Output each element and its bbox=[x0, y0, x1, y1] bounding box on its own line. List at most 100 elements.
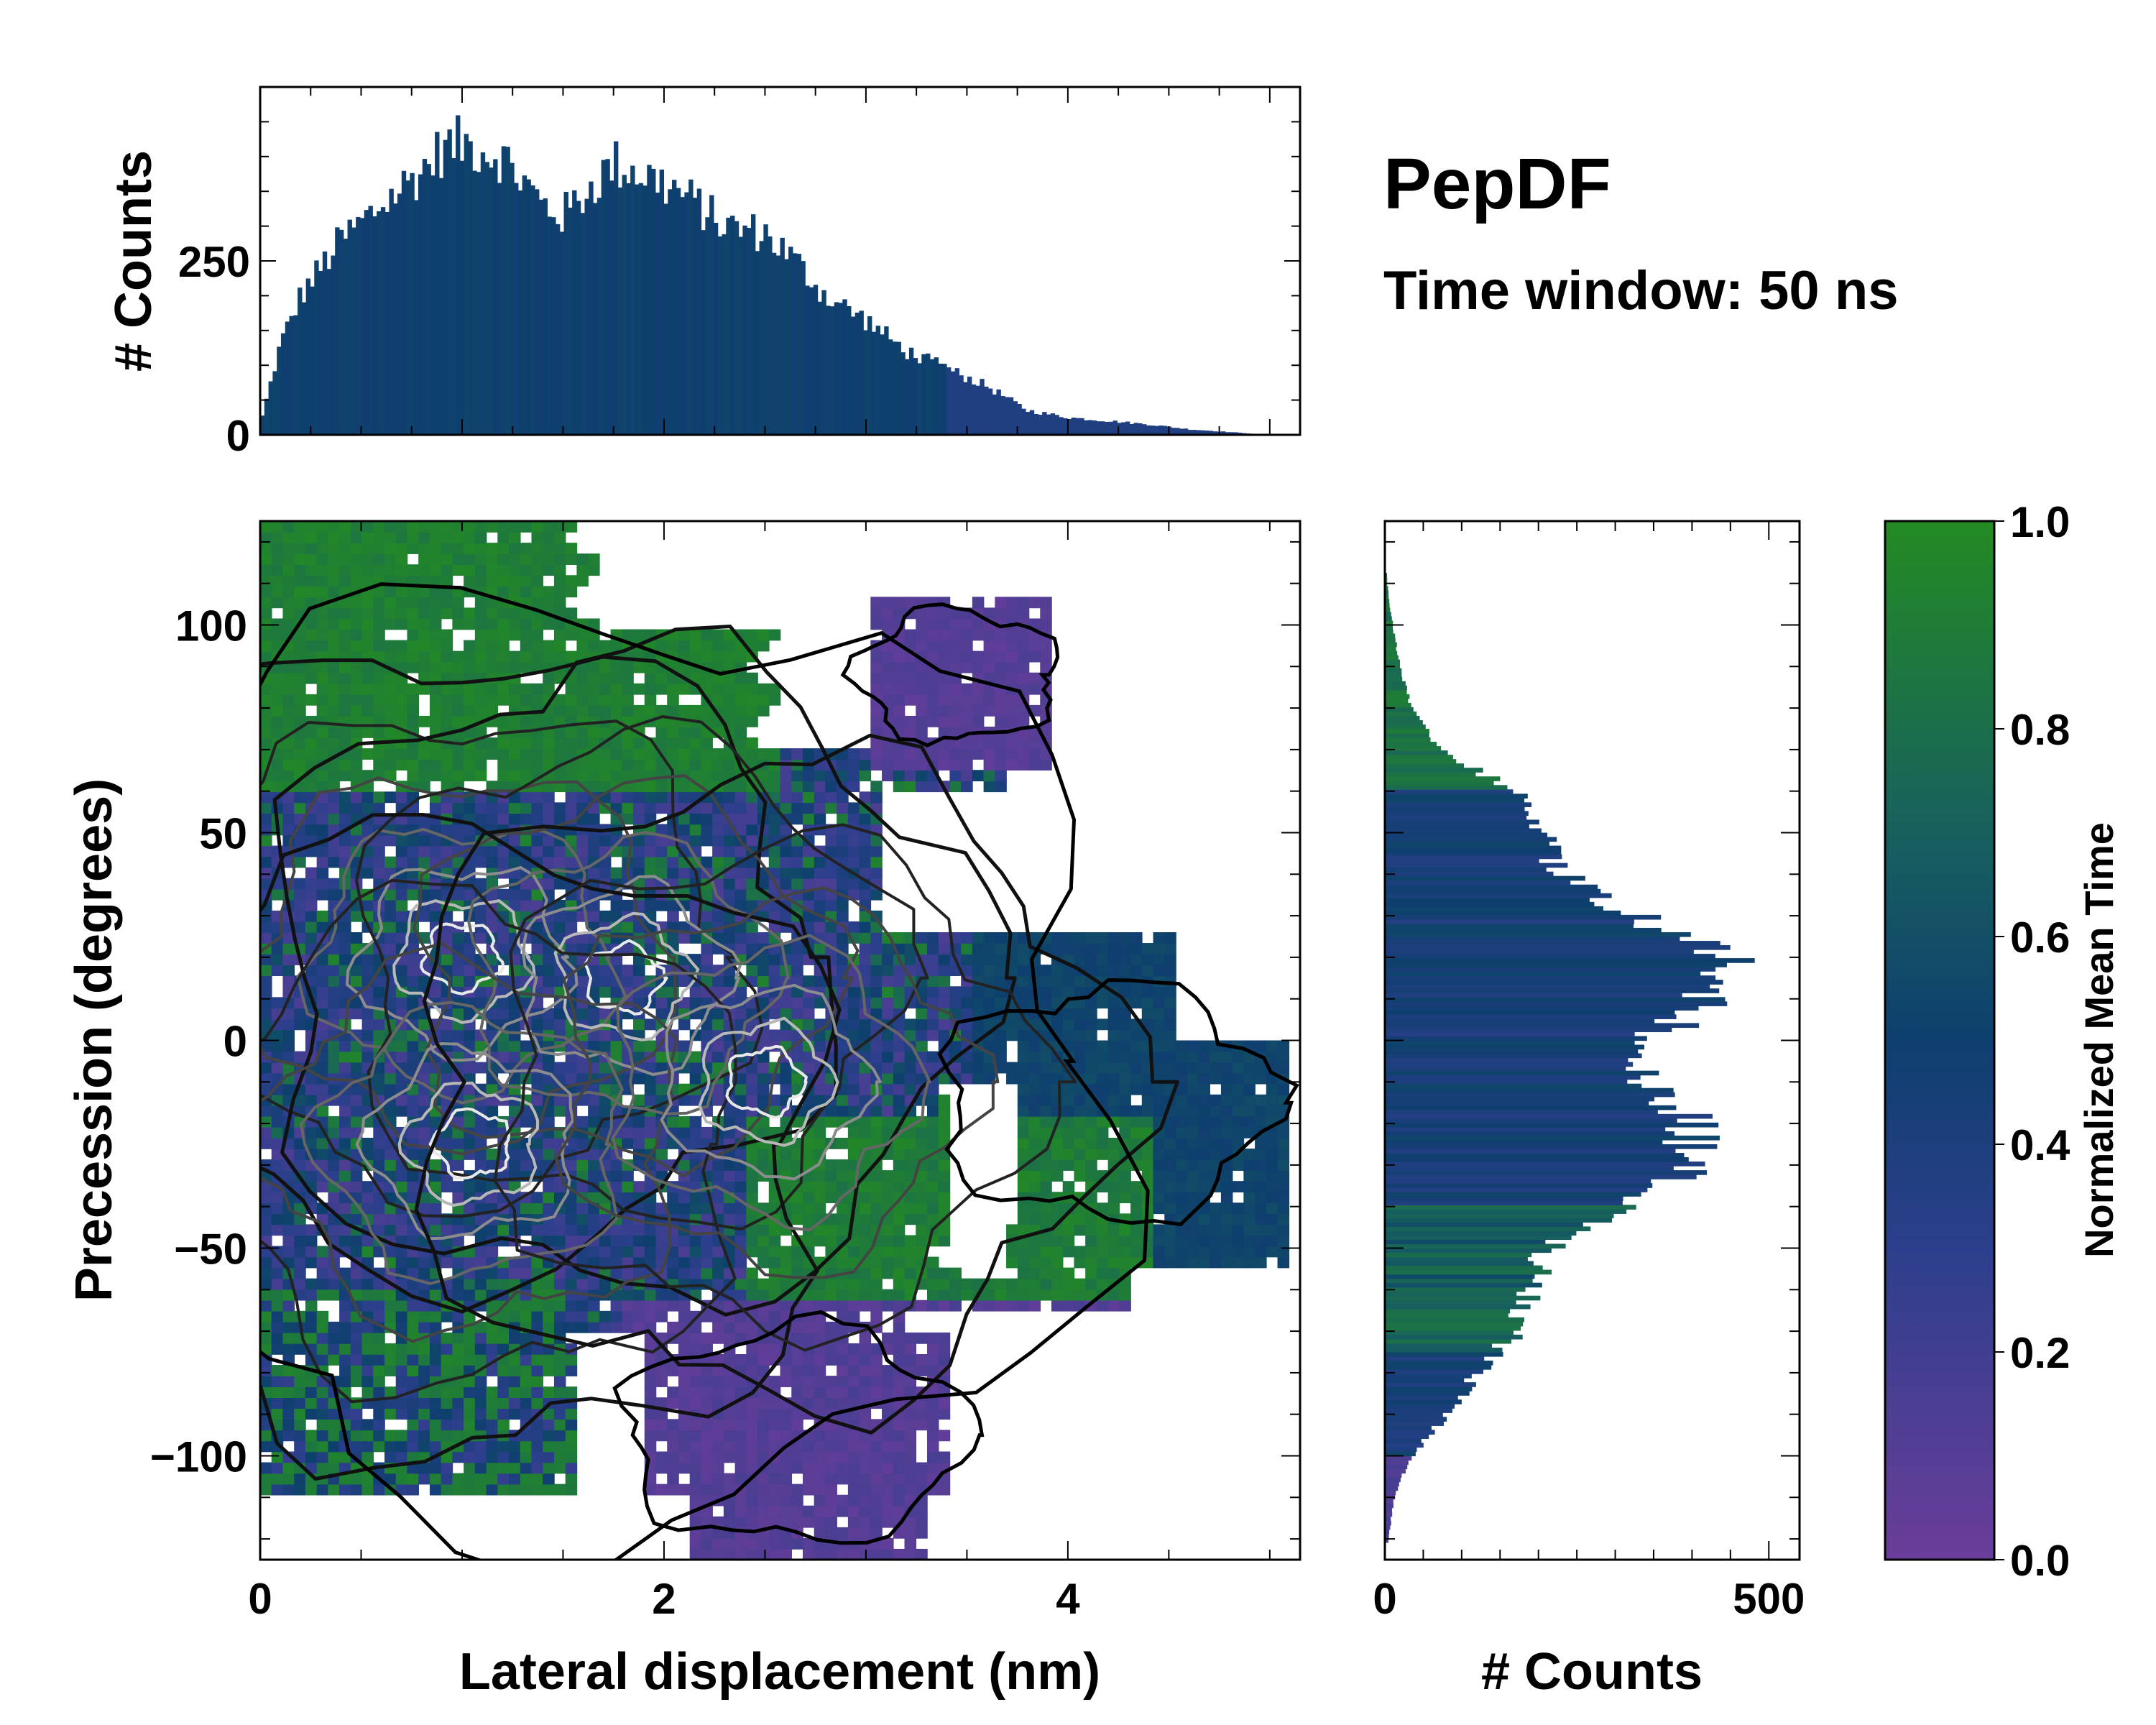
heatmap-cell bbox=[588, 1040, 600, 1052]
heatmap-cell bbox=[825, 781, 837, 793]
heatmap-cell bbox=[520, 1408, 533, 1420]
heatmap-cell bbox=[452, 1137, 464, 1149]
heatmap-cell bbox=[926, 1267, 939, 1279]
heatmap-cell bbox=[757, 1343, 770, 1355]
heatmap-cell bbox=[429, 1430, 442, 1442]
heatmap-cell bbox=[305, 586, 318, 598]
heatmap-cell bbox=[339, 1202, 351, 1215]
heatmap-cell bbox=[520, 1224, 533, 1236]
heatmap-cell bbox=[429, 553, 442, 566]
heatmap-cell bbox=[847, 1072, 860, 1085]
heatmap-cell bbox=[633, 1224, 645, 1236]
heatmap-cell bbox=[768, 1440, 781, 1453]
heatmap-cell bbox=[384, 888, 397, 901]
heatmap-cell bbox=[916, 1300, 928, 1312]
heatmap-cell bbox=[655, 1397, 668, 1409]
heatmap-cell bbox=[622, 629, 634, 641]
heatmap-cell bbox=[271, 1376, 284, 1387]
heatmap-cell bbox=[655, 737, 668, 749]
heatmap-cell bbox=[305, 965, 318, 976]
heatmap-cell bbox=[802, 1300, 815, 1312]
top-histogram-bar bbox=[293, 315, 298, 435]
heatmap-cell bbox=[678, 726, 691, 738]
heatmap-cell bbox=[802, 1332, 815, 1344]
heatmap-cell bbox=[644, 759, 657, 770]
heatmap-cell bbox=[509, 1105, 521, 1117]
heatmap-cell bbox=[497, 1310, 510, 1322]
heatmap-cell bbox=[780, 1430, 793, 1442]
top-histogram-bar bbox=[530, 185, 535, 435]
top-histogram-bar bbox=[268, 381, 273, 435]
heatmap-cell bbox=[565, 1062, 578, 1074]
heatmap-cell bbox=[712, 1267, 724, 1279]
heatmap-cell bbox=[689, 1094, 702, 1106]
heatmap-cell bbox=[407, 1126, 419, 1138]
heatmap-cell bbox=[316, 770, 329, 782]
heatmap-cell bbox=[316, 1267, 329, 1279]
heatmap-cell bbox=[474, 618, 487, 630]
heatmap-cell bbox=[316, 1430, 329, 1442]
heatmap-cell bbox=[622, 1267, 634, 1279]
heatmap-cell bbox=[384, 1289, 397, 1301]
heatmap-cell bbox=[768, 694, 781, 706]
heatmap-cell bbox=[316, 1105, 329, 1117]
heatmap-cell bbox=[576, 943, 589, 954]
heatmap-cell bbox=[825, 1321, 837, 1333]
heatmap-cell bbox=[418, 1300, 430, 1312]
heatmap-cell bbox=[746, 1484, 758, 1496]
heatmap-cell bbox=[260, 1365, 272, 1376]
heatmap-cell bbox=[429, 770, 442, 782]
heatmap-cell bbox=[746, 683, 758, 695]
heatmap-cell bbox=[531, 1462, 544, 1474]
heatmap-cell bbox=[588, 1094, 600, 1106]
heatmap-cell bbox=[497, 1408, 510, 1420]
heatmap-cell bbox=[328, 1484, 340, 1496]
heatmap-cell bbox=[893, 1224, 906, 1236]
heatmap-cell bbox=[486, 704, 499, 717]
top-histogram-bar bbox=[688, 179, 694, 435]
heatmap-cell bbox=[361, 1181, 374, 1193]
heatmap-cell bbox=[734, 1386, 747, 1399]
heatmap-cell bbox=[870, 1105, 883, 1117]
heatmap-cell bbox=[859, 1516, 872, 1528]
heatmap-cell bbox=[847, 1343, 860, 1355]
heatmap-cell bbox=[464, 1072, 476, 1085]
heatmap-cell bbox=[814, 1397, 826, 1409]
heatmap-cell bbox=[543, 1300, 555, 1312]
heatmap-cell bbox=[565, 543, 578, 554]
heatmap-cell bbox=[441, 575, 453, 587]
heatmap-cell bbox=[565, 683, 578, 695]
heatmap-cell bbox=[418, 1126, 430, 1138]
heatmap-cell bbox=[294, 672, 306, 684]
heatmap-cell bbox=[373, 543, 385, 554]
heatmap-cell bbox=[305, 910, 318, 922]
heatmap-cell bbox=[486, 1473, 499, 1485]
heatmap-cell bbox=[553, 1094, 566, 1106]
top-histogram-bar bbox=[335, 227, 340, 435]
heatmap-cell bbox=[260, 704, 272, 717]
heatmap-cell bbox=[847, 1137, 860, 1149]
heatmap-cell bbox=[576, 1008, 589, 1020]
heatmap-cell bbox=[757, 770, 770, 782]
heatmap-cell bbox=[837, 1137, 849, 1149]
heatmap-cell bbox=[859, 1159, 872, 1171]
heatmap-cell bbox=[814, 1365, 826, 1376]
heatmap-cell bbox=[407, 1310, 419, 1322]
heatmap-cell bbox=[859, 1072, 872, 1085]
heatmap-cell bbox=[271, 1386, 284, 1399]
top-histogram-bar bbox=[992, 394, 998, 435]
heatmap-cell bbox=[633, 1126, 645, 1138]
heatmap-cell bbox=[361, 704, 374, 717]
top-histogram-bar bbox=[547, 216, 552, 435]
heatmap-cell bbox=[701, 1126, 713, 1138]
heatmap-cell bbox=[339, 921, 351, 933]
heatmap-cell bbox=[712, 1278, 724, 1290]
heatmap-cell bbox=[282, 824, 295, 836]
heatmap-cell bbox=[350, 1332, 363, 1344]
heatmap-cell bbox=[814, 1278, 826, 1290]
heatmap-cell bbox=[734, 1213, 747, 1225]
heatmap-cell bbox=[565, 834, 578, 847]
heatmap-cell bbox=[689, 748, 702, 760]
heatmap-cell bbox=[464, 770, 476, 782]
heatmap-cell bbox=[622, 694, 634, 706]
